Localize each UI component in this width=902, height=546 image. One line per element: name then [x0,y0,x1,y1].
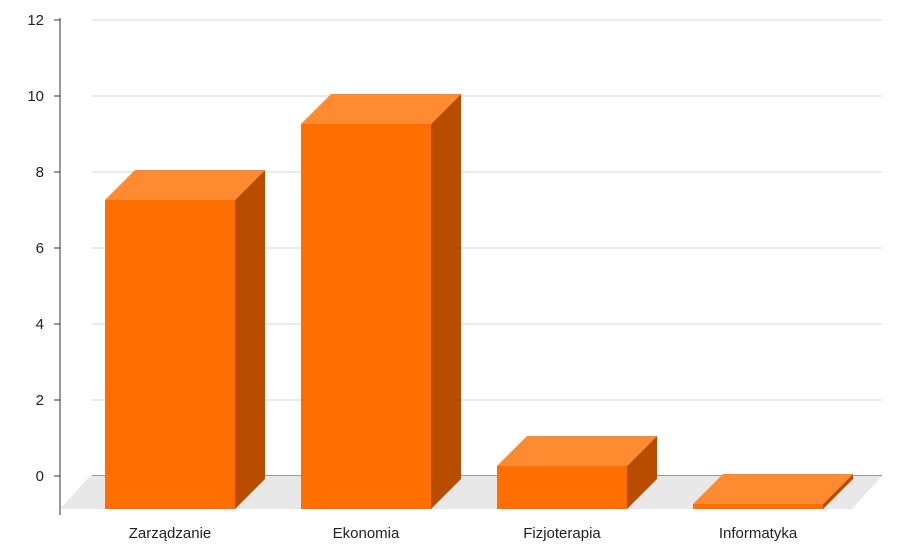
bars [105,94,853,509]
y-tick-label: 4 [36,316,44,333]
x-axis-labels: Zarządzanie Ekonomia Fizjoterapia Informaty… [129,525,798,542]
y-tick-label: 0 [36,468,44,485]
y-tick-label: 6 [36,240,44,257]
x-tick-label: Fizjoterapia [523,525,601,542]
bar-front [497,466,627,509]
y-tick-label: 12 [27,12,44,29]
y-tick-label: 10 [27,88,44,105]
y-axis: 0 2 4 6 8 10 12 [27,12,61,515]
x-tick-label: Zarządzanie [129,525,212,542]
bar-front [301,124,431,509]
bar-front [693,504,823,509]
bar-front [105,200,235,509]
bar-ekonomia [301,94,461,509]
bar-side [431,94,461,509]
chart-floor [60,476,882,509]
x-tick-label: Ekonomia [333,525,400,542]
bar-side [235,170,265,509]
y-tick-label: 8 [36,164,44,181]
chart-floor-group [60,476,882,509]
bar-informatyka [693,474,853,509]
x-tick-label: Informatyka [719,525,798,542]
bar-top [693,474,853,504]
bar-fizjoterapia [497,436,657,509]
bar-top [497,436,657,466]
bar-top [301,94,461,124]
y-tick-label: 2 [36,392,44,409]
bar-top [105,170,265,200]
bar-side [823,474,853,509]
bar-zarzadzanie [105,170,265,509]
bar-side [627,436,657,509]
